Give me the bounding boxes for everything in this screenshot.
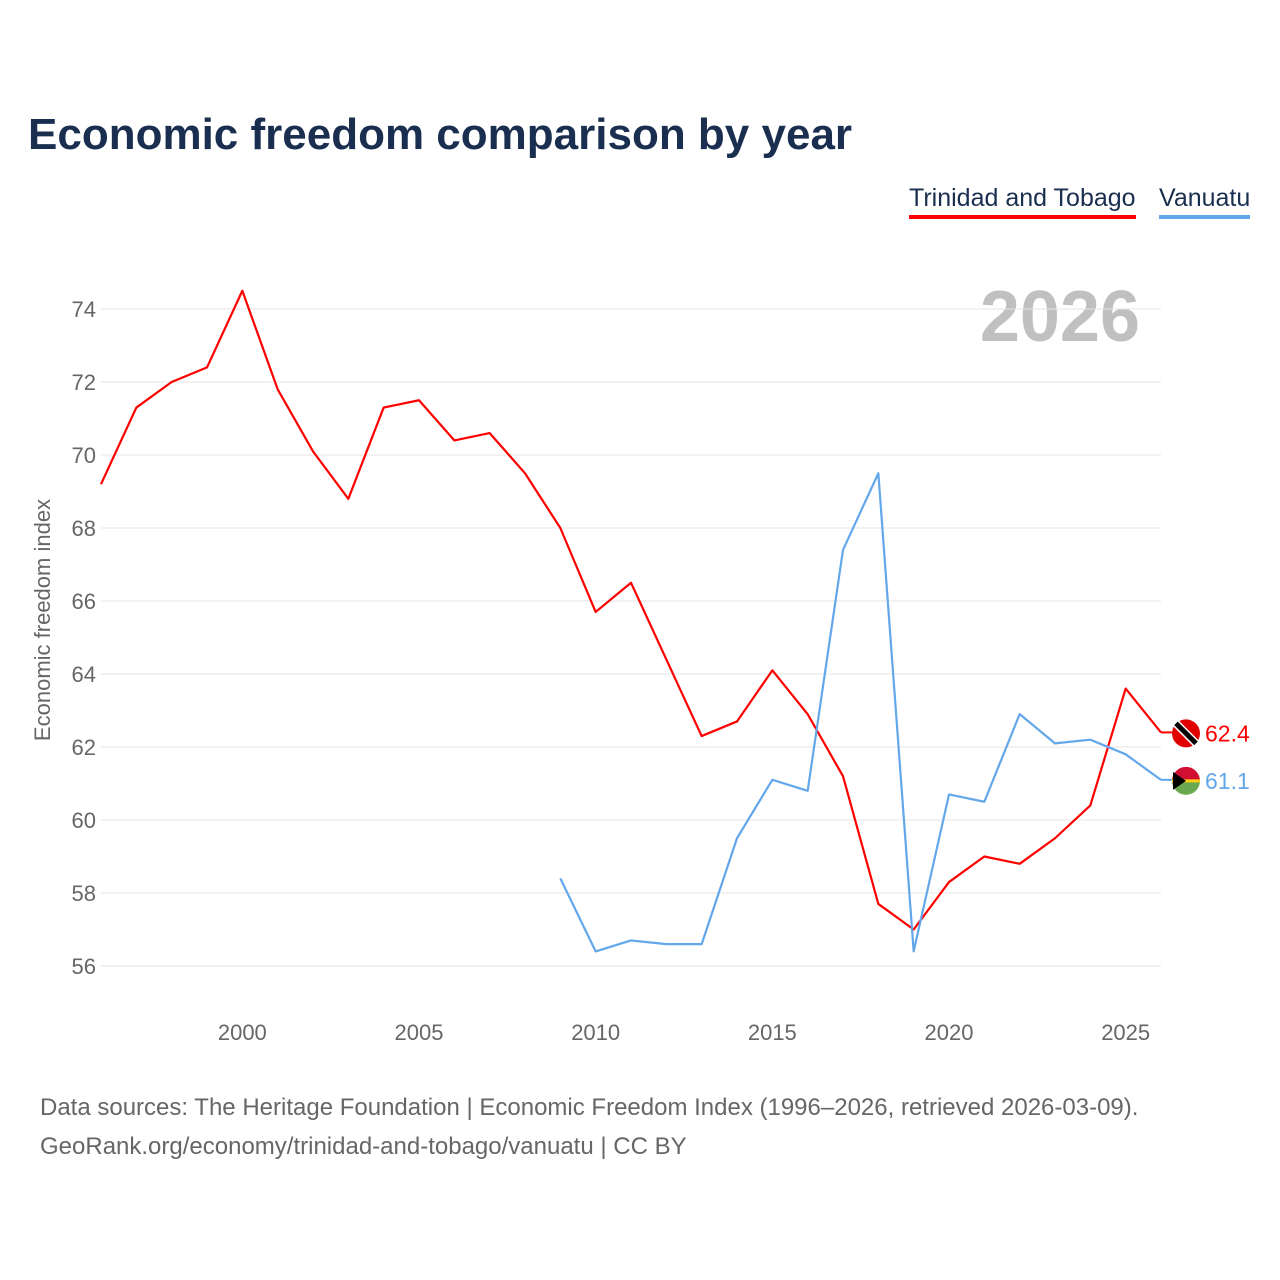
flag-triangle (1173, 771, 1186, 790)
y-tick-label: 66 (72, 589, 96, 614)
end-value-label: 61.1 (1205, 768, 1250, 794)
y-tick-label: 68 (72, 516, 96, 541)
y-tick-label: 62 (72, 735, 96, 760)
year-watermark: 2026 (980, 277, 1140, 357)
x-tick-label: 2005 (395, 1020, 444, 1045)
footer-url[interactable]: GeoRank.org/economy/trinidad-and-tobago/… (40, 1133, 687, 1160)
footer: Data sources: The Heritage Foundation | … (40, 1088, 1138, 1166)
chart-title: Economic freedom comparison by year (28, 110, 853, 159)
series-line-trinidad-and-tobago (100, 289, 1162, 931)
x-tick-label: 2025 (1101, 1020, 1150, 1045)
y-tick-label: 70 (72, 443, 96, 468)
y-tick-label: 72 (72, 370, 96, 395)
x-tick-label: 2000 (218, 1020, 267, 1045)
y-tick-label: 60 (72, 808, 96, 833)
end-value-label: 62.4 (1205, 720, 1250, 746)
y-tick-label: 74 (72, 297, 96, 322)
y-axis-label: Economic freedom index (30, 499, 55, 741)
y-tick-label: 56 (72, 954, 96, 979)
footer-sources: Data sources: The Heritage Foundation | … (40, 1094, 1139, 1121)
flag-stripe (1174, 721, 1198, 746)
x-tick-label: 2020 (925, 1020, 974, 1045)
legend-vanuatu[interactable]: Vanuatu (1159, 184, 1251, 219)
series-line-vanuatu (559, 472, 1162, 953)
y-tick-label: 58 (72, 881, 96, 906)
x-tick-label: 2010 (571, 1020, 620, 1045)
y-tick-label: 64 (72, 662, 96, 687)
x-tick-label: 2015 (748, 1020, 797, 1045)
legend-trinidad-and-tobago[interactable]: Trinidad and Tobago (909, 184, 1136, 219)
